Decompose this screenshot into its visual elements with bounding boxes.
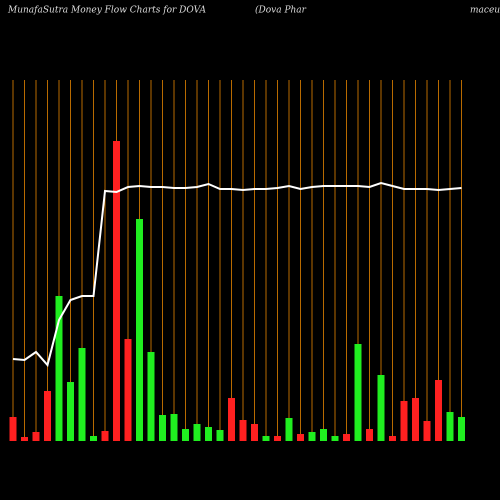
bar bbox=[124, 339, 132, 441]
bar bbox=[400, 401, 408, 441]
bar bbox=[435, 380, 442, 441]
money-flow-line bbox=[12, 181, 462, 368]
bar bbox=[216, 430, 224, 441]
bar bbox=[458, 417, 465, 441]
bar bbox=[21, 437, 28, 441]
bar bbox=[78, 348, 86, 441]
bar bbox=[55, 296, 63, 441]
chart-subtitle: maceuticals bbox=[470, 6, 500, 16]
bar bbox=[366, 429, 373, 441]
bar bbox=[101, 431, 109, 441]
bar bbox=[32, 432, 40, 441]
bar bbox=[193, 424, 201, 441]
bar bbox=[90, 436, 97, 441]
bar bbox=[377, 375, 385, 441]
chart-title: MunafaSutra Money Flow Charts for DOVA bbox=[7, 6, 206, 16]
bar bbox=[9, 417, 17, 441]
bar bbox=[308, 432, 316, 441]
bar bbox=[285, 418, 293, 441]
bar bbox=[205, 427, 212, 441]
bar bbox=[147, 352, 155, 441]
bar bbox=[159, 415, 166, 441]
bar bbox=[331, 436, 339, 441]
bar bbox=[136, 219, 143, 441]
bar bbox=[320, 429, 327, 441]
bar bbox=[423, 421, 431, 441]
bar bbox=[44, 391, 51, 441]
bar bbox=[170, 414, 178, 441]
bar bbox=[412, 398, 419, 441]
bar bbox=[113, 141, 120, 441]
bar bbox=[251, 424, 258, 441]
bar bbox=[239, 420, 247, 441]
chart-subtitle: (Dova Phar bbox=[255, 5, 307, 16]
bar bbox=[354, 344, 362, 441]
bar bbox=[228, 398, 235, 441]
bar bbox=[274, 436, 281, 441]
bar bbox=[446, 412, 454, 441]
bar bbox=[297, 434, 304, 441]
bar bbox=[343, 434, 350, 441]
bar bbox=[262, 436, 270, 441]
bar bbox=[389, 436, 396, 441]
bar bbox=[182, 429, 189, 441]
bar bbox=[67, 382, 74, 441]
